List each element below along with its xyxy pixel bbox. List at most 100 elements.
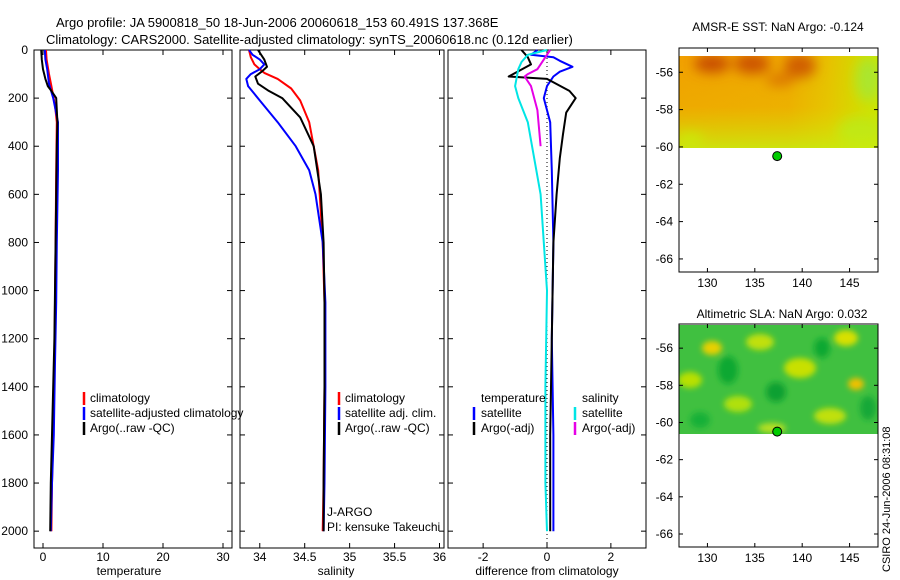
series-line-climatology <box>248 49 326 532</box>
difference-legend: temperature satellite Argo(-adj) salinit… <box>472 391 635 435</box>
map-x-tick-label: 145 <box>840 551 860 565</box>
series-line-satellite-adj-clim- <box>245 49 327 532</box>
x-tick-label: 35 <box>343 550 357 564</box>
y-tick-label: 1600 <box>1 428 28 442</box>
series-line-argo-raw-qc- <box>254 49 326 532</box>
temperature-xlabel: temperature <box>97 564 162 578</box>
x-tick-label: 30 <box>216 550 230 564</box>
argo-position-marker <box>772 151 783 162</box>
figure-title-line2: Climatology: CARS2000. Satellite-adjuste… <box>46 32 573 47</box>
legend-label-temp-satellite: satellite <box>481 406 522 420</box>
salinity-xlabel: salinity <box>318 564 355 578</box>
x-tick-label: 36 <box>433 550 447 564</box>
sla-heatmap <box>679 325 878 434</box>
sla-map-title: Altimetric SLA: NaN Argo: 0.032 <box>697 307 868 321</box>
map-x-tick-label: 130 <box>697 276 717 290</box>
x-tick-label: 35.5 <box>383 550 407 564</box>
y-tick-label: 0 <box>21 43 28 57</box>
map-x-tick-label: 140 <box>792 276 812 290</box>
series-line-salinity-argo-adj- <box>523 49 552 147</box>
x-tick-label: 2 <box>608 550 615 564</box>
salinity-legend: climatology satellite adj. clim. Argo(..… <box>337 391 436 435</box>
sst-map-axes: 130 135 140 145 -56 -58 -60 -62 -64 -66 <box>656 48 878 290</box>
x-tick-label: 0 <box>544 550 551 564</box>
difference-xlabel: difference from climatology <box>475 564 618 578</box>
legend-label-argo: Argo(..raw -QC) <box>90 421 175 435</box>
sst-heatmap <box>679 56 878 148</box>
legend-label-climatology: climatology <box>345 391 405 405</box>
map-x-tick-label: 135 <box>745 276 765 290</box>
temperature-axes-frame <box>33 49 233 549</box>
map-y-tick-label: -64 <box>656 490 674 504</box>
map-y-tick-label: -60 <box>656 415 674 429</box>
sla-map-frame <box>678 323 879 548</box>
y-tick-label: 1200 <box>1 332 28 346</box>
x-tick-label: 34.5 <box>293 550 317 564</box>
y-tick-label: 800 <box>8 235 28 249</box>
argo-position-marker <box>772 426 783 437</box>
map-y-tick-label: -62 <box>656 177 674 191</box>
series-line-salinity-satellite <box>514 49 548 532</box>
sla-low-patch <box>766 382 786 402</box>
x-tick-label: 20 <box>156 550 170 564</box>
y-tick-label: 2000 <box>1 524 28 538</box>
legend-label-argo: Argo(..raw -QC) <box>345 421 430 435</box>
sla-map-axes: 130 135 140 145 -56 -58 -60 -62 -64 -66 <box>656 324 878 565</box>
map-x-tick-label: 145 <box>840 276 860 290</box>
map-y-tick-label: -58 <box>656 378 674 392</box>
sst-map-title: AMSR-E SST: NaN Argo: -0.124 <box>692 20 864 34</box>
timestamp-stamp: CSIRO 24-Jun-2006 08:31:08 <box>881 426 893 572</box>
sla-high-patch <box>679 372 702 388</box>
series-line-satellite-adjusted-climatology <box>43 49 59 532</box>
sla-high-patch <box>784 358 816 378</box>
map-y-tick-label: -56 <box>656 65 674 79</box>
sla-low-patch <box>814 338 830 358</box>
x-tick-label: 0 <box>40 550 47 564</box>
y-tick-label: 600 <box>8 187 28 201</box>
temperature-lines <box>40 49 59 532</box>
sla-high-patch <box>702 341 722 355</box>
legend-label-climatology: climatology <box>90 391 150 405</box>
sla-high-patch <box>848 378 864 390</box>
y-tick-label: 1000 <box>1 284 28 298</box>
legend-heading-temperature: temperature <box>481 391 546 405</box>
legend-label-satellite: satellite-adjusted climatology <box>90 406 243 420</box>
x-tick-label: -2 <box>478 550 489 564</box>
difference-lines <box>507 49 577 532</box>
y-tick-label: 1800 <box>1 476 28 490</box>
map-y-tick-label: -56 <box>656 341 674 355</box>
series-line-temperature-argo-adj- <box>507 49 577 532</box>
y-tick-label: 1400 <box>1 380 28 394</box>
temperature-legend: climatology satellite-adjusted climatolo… <box>82 391 243 435</box>
map-x-tick-label: 135 <box>745 551 765 565</box>
salinity-lines <box>245 49 327 532</box>
sla-high-patch <box>724 396 752 412</box>
sst-map-frame <box>678 47 879 273</box>
map-y-tick-label: -62 <box>656 453 674 467</box>
sla-low-patch <box>690 412 710 428</box>
map-y-tick-label: -58 <box>656 103 674 117</box>
sla-low-patch <box>860 396 876 420</box>
map-y-tick-label: -66 <box>656 527 674 541</box>
map-x-tick-label: 130 <box>697 551 717 565</box>
sla-high-patch <box>834 330 858 346</box>
float-agency-label: J-ARGO <box>327 505 372 519</box>
sla-low-patch <box>718 356 738 384</box>
y-tick-label: 400 <box>8 139 28 153</box>
series-line-argo-raw-qc- <box>40 49 59 532</box>
map-y-tick-label: -66 <box>656 252 674 266</box>
salinity-axes-frame <box>239 49 445 549</box>
figure-title-line1: Argo profile: JA 5900818_50 18-Jun-2006 … <box>56 15 499 30</box>
map-x-tick-label: 140 <box>792 551 812 565</box>
legend-label-sal-satellite: satellite <box>582 406 623 420</box>
legend-label-sal-argo: Argo(-adj) <box>582 421 635 435</box>
float-pi-label: PI: kensuke Takeuchi <box>327 520 440 534</box>
x-tick-label: 10 <box>96 550 110 564</box>
sla-high-patch <box>814 408 846 424</box>
legend-label-satellite: satellite adj. clim. <box>345 406 436 420</box>
sst-field-fade <box>679 56 878 148</box>
axes-ticks: 0 10 20 30020040060080010001200140016001800… <box>1 43 646 564</box>
y-tick-label: 200 <box>8 91 28 105</box>
x-tick-label: 34 <box>253 550 267 564</box>
